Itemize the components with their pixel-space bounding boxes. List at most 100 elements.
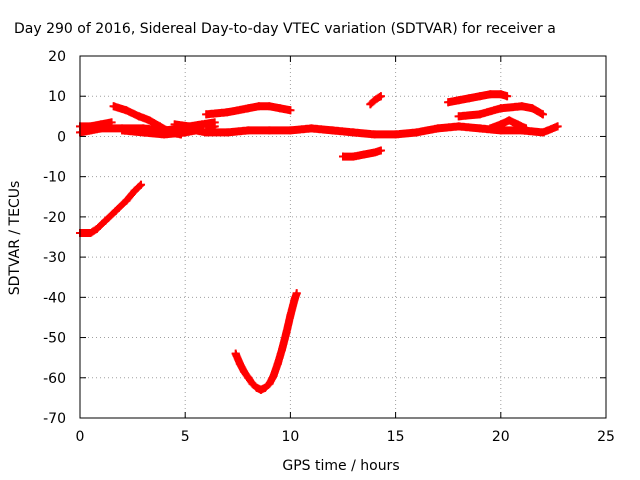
data-point [86,228,95,237]
data-point [286,311,295,320]
data-point [185,122,194,131]
data-point [290,295,299,304]
data-point [496,104,505,113]
data-point [349,128,358,137]
data-point [538,110,547,119]
data-point [538,128,547,137]
data-point [256,385,265,394]
grid [80,56,606,418]
series-trace [444,90,512,107]
data-point [269,371,278,380]
data-point [145,116,154,125]
data-point [517,102,526,111]
data-point [111,206,120,215]
series-trace [76,180,146,237]
x-axis-label: GPS time / hours [282,458,399,474]
series-trace [486,116,531,133]
data-point [376,92,385,101]
data-point [339,152,347,161]
y-tick-label: -40 [43,290,66,306]
data-point [444,98,453,107]
data-point [275,104,284,113]
data-point [307,124,316,133]
series-trace [170,118,219,131]
data-point [240,367,249,376]
data-point [391,130,400,139]
series-trace [366,92,385,109]
data-point [370,130,379,139]
y-tick-label: -60 [43,371,66,387]
y-tick-label: -70 [43,411,66,427]
plot-frame [79,55,607,419]
data-point [134,112,143,121]
data-point [273,359,282,368]
data-point [198,120,207,129]
data-point [170,120,179,129]
data-point [286,106,295,115]
series-layer [76,90,562,394]
data-point [370,96,379,105]
y-ticks: 20 10 0 -10 -20 -30 -40 -50 -60 -70 [43,49,606,427]
data-point [360,150,369,159]
data-point [513,120,522,129]
data-point [433,124,442,133]
data-point [265,102,274,111]
data-point [366,100,375,109]
data-point [370,148,379,157]
y-axis-label: SDTVAR / TECUs [7,181,23,296]
data-point [252,383,261,392]
chart-title: Day 290 of 2016, Sidereal Day-to-day VTE… [14,21,556,37]
data-point [454,96,463,105]
data-point [122,196,131,205]
data-point [282,329,291,338]
data-point [486,124,495,133]
series-markers [231,289,301,394]
data-point [465,94,474,103]
series-trace [118,126,200,139]
data-point [505,116,514,125]
data-point [97,120,106,129]
data-point [235,359,244,368]
data-point [265,379,274,388]
data-point [376,146,385,155]
data-point [244,373,253,382]
data-point [86,122,95,131]
data-point [139,128,148,137]
data-point [118,126,127,135]
data-point [496,90,505,99]
x-tick-label: 0 [76,429,85,445]
data-point [231,349,240,358]
data-point [92,224,101,233]
data-point [328,126,337,135]
x-tick-label: 20 [492,429,510,445]
data-point [244,126,253,135]
x-tick-label: 5 [181,429,190,445]
y-tick-label: -50 [43,331,66,347]
data-point [475,92,484,101]
data-point [160,130,169,139]
data-point [261,383,270,392]
data-point [155,122,164,131]
data-point [223,128,232,137]
data-point [254,102,263,111]
series-trace [231,289,301,394]
data-point [109,102,118,111]
data-point [122,106,131,115]
data-point [101,216,110,225]
data-point [475,124,484,133]
data-point [286,126,295,135]
series-trace [339,146,385,161]
x-tick-label: 15 [387,429,405,445]
data-point [210,122,219,131]
data-point [202,110,211,119]
data-point [553,122,562,131]
data-point [248,379,257,388]
data-point [503,92,512,101]
x-tick-label: 10 [281,429,299,445]
data-point [107,118,116,127]
data-point [223,108,232,117]
y-tick-label: 10 [48,89,66,105]
data-point [412,128,421,137]
y-tick-label: -30 [43,250,66,266]
